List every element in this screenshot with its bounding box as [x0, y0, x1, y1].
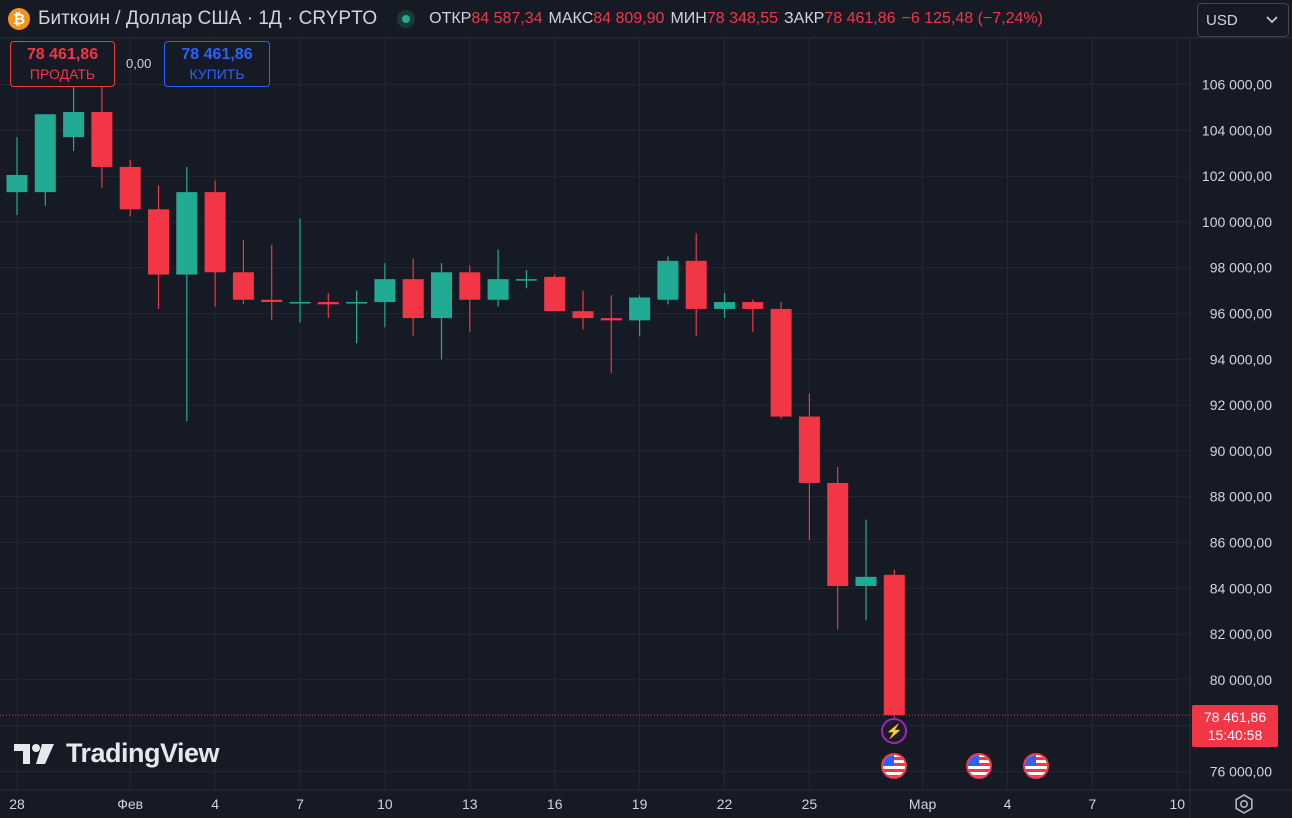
bitcoin-logo-icon: ₿ — [8, 8, 30, 30]
low-label: МИН — [670, 10, 707, 27]
candle-body — [883, 574, 905, 716]
time-axis-label: 19 — [632, 796, 648, 812]
currency-select[interactable]: USD — [1197, 3, 1289, 37]
time-axis-label: 25 — [802, 796, 818, 812]
price-axis-label: 80 000,00 — [1210, 672, 1272, 688]
close-label: ЗАКР — [784, 10, 825, 27]
candle-body — [232, 272, 254, 300]
tradingview-logo-icon — [14, 743, 54, 764]
price-axis-label: 82 000,00 — [1210, 626, 1272, 642]
price-axis-label: 84 000,00 — [1210, 580, 1272, 596]
sell-button[interactable]: 78 461,86 ПРОДАТЬ — [10, 41, 115, 87]
settings-icon[interactable] — [1233, 793, 1255, 815]
watermark-text: TradingView — [66, 738, 220, 768]
candle-body — [827, 482, 849, 587]
symbol-title[interactable]: Биткоин / Доллар США · 1Д · CRYPTO — [38, 8, 378, 29]
candle-body — [544, 276, 566, 312]
candle-body — [119, 166, 141, 210]
spread-value: 0,00 — [126, 56, 152, 71]
lightning-icon[interactable]: ⚡ — [881, 718, 908, 744]
time-axis-label: 10 — [1170, 796, 1186, 812]
candle-body — [91, 111, 113, 167]
price-axis-label: 104 000,00 — [1202, 122, 1272, 138]
last-price-label: 78 461,86 15:40:58 — [1192, 705, 1278, 747]
price-axis-label: 100 000,00 — [1202, 214, 1272, 230]
candle-body — [34, 114, 56, 193]
candle-body — [685, 260, 707, 309]
price-axis-label: 106 000,00 — [1202, 77, 1272, 93]
open-value: 84 587,34 — [471, 10, 543, 27]
candle-body — [289, 302, 311, 304]
time-axis-label: 28 — [9, 796, 25, 812]
price-axis-label: 90 000,00 — [1210, 443, 1272, 459]
candle-body — [657, 260, 679, 300]
time-axis-label: 7 — [296, 796, 304, 812]
bar-countdown: 15:40:58 — [1207, 727, 1263, 743]
sell-price: 78 461,86 — [26, 46, 99, 63]
time-axis-label: 13 — [462, 796, 478, 812]
candle-body — [176, 192, 198, 275]
high-label: МАКС — [548, 10, 594, 27]
us-flag-icon[interactable] — [881, 753, 908, 779]
time-axis-label: 4 — [211, 796, 219, 812]
candle-body — [459, 272, 481, 300]
change-value: −6 125,48 (−7,24%) — [901, 10, 1043, 27]
close-value: 78 461,86 — [824, 10, 896, 27]
us-flag-icon[interactable] — [966, 753, 993, 779]
candle-body — [629, 297, 651, 321]
candle-body — [770, 308, 792, 417]
tradingview-watermark[interactable]: TradingView — [14, 738, 220, 769]
price-axis-label: 86 000,00 — [1210, 535, 1272, 551]
candle-body — [431, 272, 452, 319]
market-status-icon — [397, 10, 416, 28]
price-axis-label: 94 000,00 — [1210, 351, 1272, 367]
candle-body — [317, 302, 339, 305]
chevron-down-icon — [1266, 16, 1278, 24]
us-flag-icon[interactable] — [1022, 753, 1049, 779]
candle-body — [714, 302, 735, 309]
last-price-value: 78 461,86 — [1203, 709, 1267, 725]
time-axis-label: Мар — [909, 796, 937, 812]
buy-label: КУПИТЬ — [189, 66, 245, 82]
ohlc-readout: ОТКР 84 587,34 МАКС 84 809,90 МИН 78 348… — [429, 10, 1049, 28]
time-axis-label: 16 — [547, 796, 563, 812]
buy-button[interactable]: 78 461,86 КУПИТЬ — [164, 41, 270, 87]
candle-body — [572, 311, 594, 319]
candle-body — [148, 209, 169, 275]
price-axis-label: 96 000,00 — [1210, 306, 1272, 322]
price-axis-label: 76 000,00 — [1210, 764, 1272, 780]
candle-body — [261, 299, 283, 303]
price-axis-label: 92 000,00 — [1210, 397, 1272, 413]
price-axis-label: 102 000,00 — [1202, 168, 1272, 184]
symbol-header: ₿ Биткоин / Доллар США · 1Д · CRYPTO ОТК… — [8, 4, 1049, 34]
time-axis-label: 4 — [1004, 796, 1012, 812]
price-axis-label: 88 000,00 — [1210, 489, 1272, 505]
candle-body — [374, 279, 396, 303]
currency-value: USD — [1206, 11, 1238, 29]
candle-body — [6, 174, 28, 193]
sell-label: ПРОДАТЬ — [29, 66, 96, 82]
time-axis-label: 7 — [1089, 796, 1097, 812]
candle-body — [855, 576, 877, 587]
time-axis-label: 10 — [377, 796, 393, 812]
candle-body — [63, 111, 85, 138]
candle-body — [515, 279, 537, 281]
candle-body — [798, 416, 820, 483]
high-value: 84 809,90 — [593, 10, 665, 27]
buy-price: 78 461,86 — [181, 46, 253, 63]
candle-body — [742, 302, 764, 309]
open-label: ОТКР — [429, 10, 472, 27]
candle-body — [487, 279, 509, 300]
time-axis-label: 22 — [717, 796, 733, 812]
candle-body — [204, 192, 226, 273]
candle-body — [402, 279, 424, 319]
time-axis-label: Фев — [117, 796, 143, 812]
candle-body — [600, 318, 622, 321]
price-axis-label: 98 000,00 — [1210, 260, 1272, 276]
low-value: 78 348,55 — [706, 10, 779, 27]
candle-body — [346, 302, 368, 304]
